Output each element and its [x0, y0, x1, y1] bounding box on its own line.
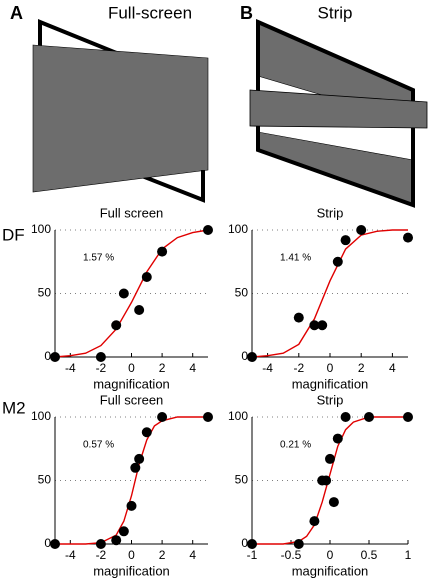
data-point — [328, 497, 339, 508]
data-point — [111, 535, 122, 546]
x-tick-label: 0 — [128, 361, 135, 375]
data-point — [95, 539, 106, 549]
row-label: DF — [2, 225, 25, 244]
y-tick-label: 50 — [235, 473, 249, 487]
y-tick-label: 100 — [31, 222, 51, 236]
fit-curve — [251, 229, 408, 358]
data-point — [203, 412, 213, 422]
data-point — [403, 412, 413, 422]
x-tick-label: 0 — [128, 548, 135, 562]
chart-title: Full screen — [100, 205, 164, 220]
y-tick-label: 100 — [228, 409, 248, 423]
panel-label: B — [240, 3, 253, 23]
y-tick-label: 50 — [235, 286, 249, 300]
x-tick-label: 0.5 — [361, 548, 378, 562]
data-point — [126, 500, 137, 511]
data-point — [309, 516, 320, 527]
panel-title: Full-screen — [108, 3, 192, 22]
annotation: 1.41 % — [280, 253, 311, 264]
data-point — [247, 352, 257, 362]
data-point — [95, 352, 106, 362]
data-point — [134, 453, 145, 464]
y-tick-label: 0 — [241, 349, 248, 363]
data-point — [50, 539, 60, 549]
y-tick-label: 100 — [31, 409, 51, 423]
y-tick-label: 50 — [38, 473, 52, 487]
x-tick-label: 2 — [358, 361, 365, 375]
data-point — [317, 320, 328, 331]
y-tick-label: 100 — [228, 222, 248, 236]
row-label: M2 — [2, 398, 26, 417]
chart-title: Strip — [317, 205, 344, 220]
x-axis-label: magnification — [93, 376, 170, 391]
x-tick-label: 4 — [189, 361, 196, 375]
data-point — [134, 305, 145, 316]
data-point — [141, 427, 152, 438]
noise-plane — [257, 131, 414, 206]
data-point — [293, 539, 304, 549]
x-tick-label: 0 — [327, 361, 334, 375]
x-axis-label: magnification — [93, 563, 170, 578]
data-point — [118, 288, 129, 299]
annotation: 0.57 % — [83, 440, 114, 451]
panel-label: A — [10, 3, 23, 23]
x-tick-label: -1 — [247, 548, 258, 562]
fit-curve — [54, 229, 209, 358]
x-tick-label: -4 — [262, 361, 273, 375]
data-point — [356, 225, 367, 235]
annotation: 1.57 % — [83, 253, 114, 264]
data-point — [141, 271, 152, 282]
data-point — [203, 225, 213, 235]
data-point — [332, 256, 343, 267]
data-point — [309, 320, 320, 331]
y-tick-label: 50 — [38, 286, 52, 300]
x-tick-label: 4 — [189, 548, 196, 562]
data-point — [364, 412, 374, 422]
data-point — [157, 246, 168, 257]
chart-title: Full screen — [100, 392, 164, 407]
x-tick-label: 0 — [327, 548, 334, 562]
annotation: 0.21 % — [280, 440, 311, 451]
data-point — [118, 526, 129, 537]
x-axis-label: magnification — [292, 376, 369, 391]
data-point — [130, 462, 141, 473]
x-tick-label: -2 — [96, 548, 107, 562]
data-point — [403, 232, 413, 243]
data-point — [157, 412, 168, 422]
y-tick-label: 0 — [44, 536, 51, 550]
noise-plane — [32, 44, 209, 193]
data-point — [293, 312, 304, 323]
data-point — [247, 539, 257, 549]
x-tick-label: 2 — [159, 548, 166, 562]
data-point — [340, 412, 351, 422]
data-point — [325, 453, 335, 464]
data-point — [332, 433, 343, 444]
chart-title: Strip — [317, 392, 344, 407]
data-point — [340, 235, 351, 246]
x-axis-label: magnification — [292, 563, 369, 578]
y-tick-label: 0 — [44, 349, 51, 363]
data-point — [321, 475, 332, 486]
data-point — [50, 352, 60, 362]
noise-strip — [249, 89, 428, 129]
x-tick-label: 1 — [405, 548, 412, 562]
x-tick-label: -4 — [65, 548, 76, 562]
x-tick-label: 4 — [389, 361, 396, 375]
x-tick-label: -0.5 — [281, 548, 302, 562]
x-tick-label: 2 — [159, 361, 166, 375]
data-point — [111, 320, 122, 331]
y-tick-label: 0 — [241, 536, 248, 550]
panel-title: Strip — [318, 3, 353, 22]
x-tick-label: -2 — [96, 361, 107, 375]
x-tick-label: -4 — [65, 361, 76, 375]
x-tick-label: -2 — [293, 361, 304, 375]
